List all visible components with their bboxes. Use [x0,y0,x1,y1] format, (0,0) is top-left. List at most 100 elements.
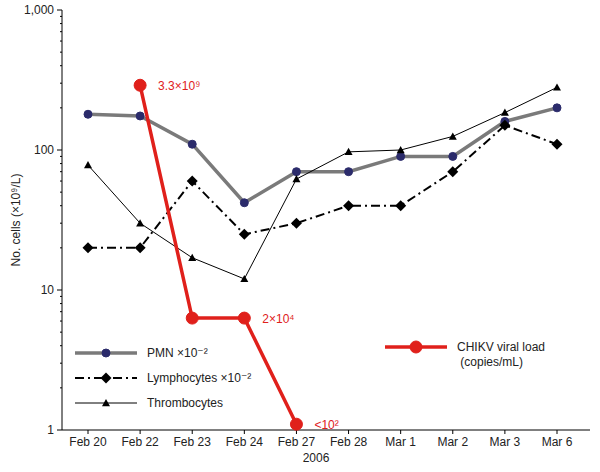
data-point [136,112,144,120]
legend-label-line: CHIKV viral load [457,340,545,354]
y-minor-tick [60,156,62,157]
y-tick [57,150,62,151]
x-tick-label: Feb 20 [69,435,107,449]
x-tick [192,430,193,434]
data-point [134,79,146,91]
data-point [553,104,561,112]
legend-label: Lymphocytes ×10⁻² [147,371,251,385]
legend-item: Thrombocytes [75,396,223,410]
y-tick-label: 1,000 [24,3,54,17]
y-minor-tick [60,31,62,32]
legend-item: PMN ×10⁻² [75,346,208,360]
x-tick [504,430,505,434]
series-line [88,125,557,248]
y-minor-tick [60,223,62,224]
annotation: 2×10⁴ [262,312,294,326]
data-point [449,152,457,160]
y-minor-tick [60,192,62,193]
y-minor-tick [60,296,62,297]
series-line [88,87,557,279]
y-minor-tick [60,332,62,333]
data-point [499,120,510,131]
plot-area [83,79,563,430]
x-tick-label: Mar 3 [490,435,521,449]
y-minor-tick [60,52,62,53]
x-tick-label: Feb 28 [330,435,368,449]
x-tick [557,430,558,434]
data-point [553,83,561,90]
x-tick [140,430,141,434]
y-minor-tick [60,205,62,206]
data-point [240,199,248,207]
y-minor-tick [60,303,62,304]
x-tick-label: Mar 1 [385,435,416,449]
legend-label-line: (copies/mL) [457,355,523,369]
x-tick-label: Feb 22 [121,435,159,449]
data-point [292,175,300,182]
data-point [240,275,248,282]
data-point [345,148,353,155]
x-tick-label: Feb 27 [278,435,316,449]
y-minor-tick [60,247,62,248]
y-minor-tick [60,163,62,164]
x-tick-label: Feb 24 [226,435,264,449]
y-minor-tick [60,345,62,346]
y-tick [57,290,62,291]
annotation: 3.3×10⁹ [158,79,200,93]
y-tick-label: 10 [41,283,55,297]
data-point [188,140,196,148]
data-point [84,161,92,168]
data-point [345,168,353,176]
data-point [188,254,196,261]
y-minor-tick [60,321,62,322]
y-tick-label: 1 [47,423,54,437]
data-point [290,418,302,430]
y-minor-tick [60,387,62,388]
data-point [292,168,300,176]
x-tick [244,430,245,434]
data-point [83,242,94,253]
x-tick-label: Feb 23 [174,435,212,449]
y-minor-tick [60,41,62,42]
y-minor-tick [60,16,62,17]
y-minor-tick [60,23,62,24]
data-point [397,146,405,153]
legend-label: CHIKV viral load (copies/mL) [457,340,545,369]
data-point [449,132,457,139]
data-point [397,152,405,160]
data-point [552,139,563,150]
y-axis-label: No. cells (×10⁹/L) [9,174,23,267]
legend-marker [102,399,110,406]
data-point [239,229,250,240]
y-minor-tick [60,65,62,66]
data-point [238,312,250,324]
y-minor-tick [60,171,62,172]
series-line [140,85,296,424]
data-point [291,218,302,229]
y-tick-label: 100 [34,143,54,157]
x-tick [452,430,453,434]
legend-marker [410,341,422,353]
x-tick-label: Mar 2 [437,435,468,449]
x-axis-label: 2006 [303,451,330,465]
data-point [187,176,198,187]
legend-item: Lymphocytes ×10⁻² [75,371,251,385]
data-point [343,200,354,211]
data-point [135,242,146,253]
x-tick [88,430,89,434]
data-point [447,166,458,177]
data-point [501,109,509,116]
series-line [88,108,557,203]
legend-label: PMN ×10⁻² [147,346,208,360]
chart: 1 10 100 1,000 Feb 20 Feb 22 Feb 23 Feb 24 Feb 2… [0,0,600,472]
y-tick [57,430,62,431]
annotation: <10² [314,418,338,432]
legend-item: CHIKV viral load (copies/mL) [385,340,545,369]
x-tick [400,430,401,434]
y-minor-tick [60,311,62,312]
data-point [136,219,144,226]
data-point [186,312,198,324]
x-tick-label: Mar 6 [542,435,573,449]
data-point [395,200,406,211]
legend-label: Thrombocytes [147,396,223,410]
